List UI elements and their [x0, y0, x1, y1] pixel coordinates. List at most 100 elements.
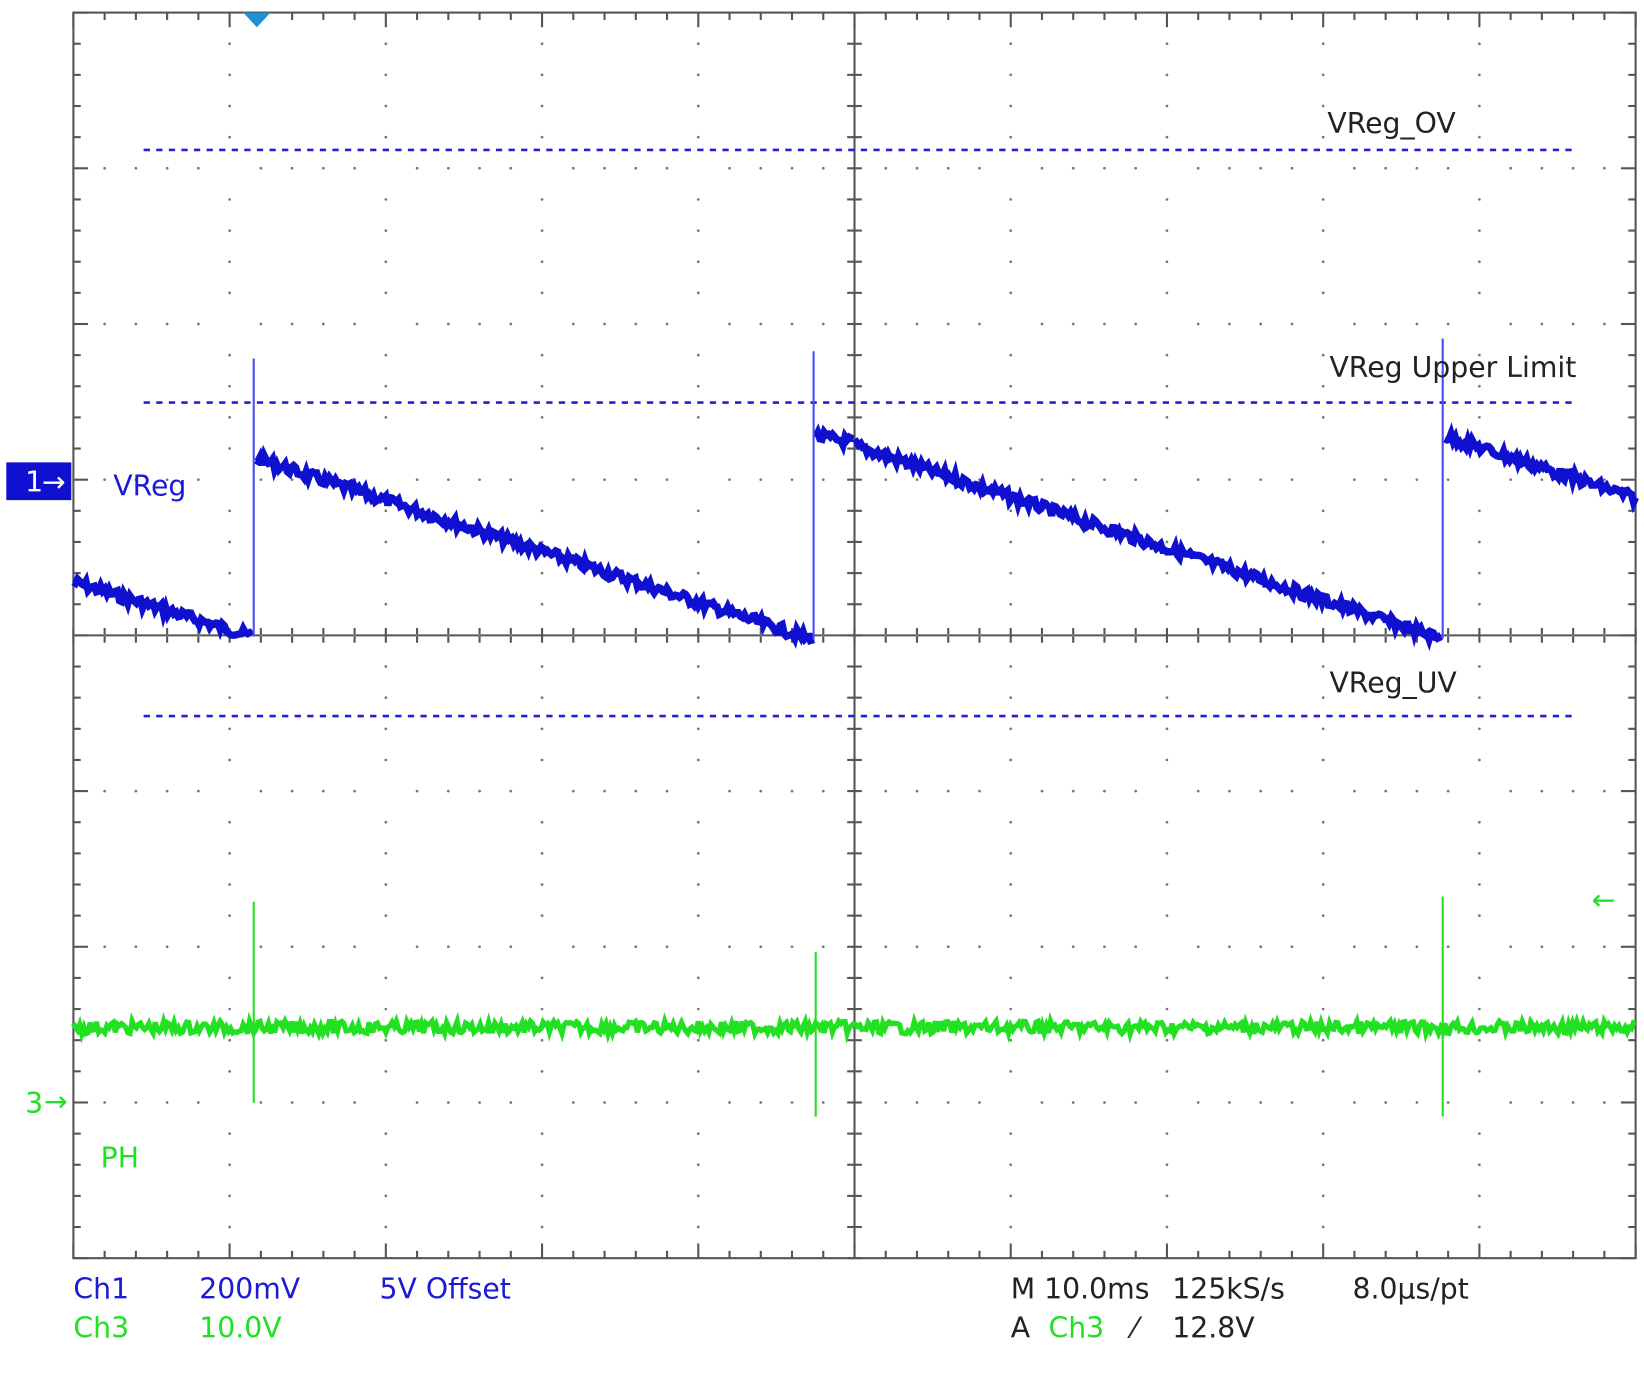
dot [821, 478, 825, 482]
dot [665, 322, 669, 326]
dot [1478, 727, 1481, 731]
dot [1478, 820, 1481, 824]
dot [228, 976, 231, 980]
dot [134, 166, 138, 170]
dot [1571, 789, 1575, 793]
dot [1134, 322, 1138, 326]
dot [540, 135, 544, 139]
dot [1321, 229, 1325, 232]
dot [1603, 478, 1606, 482]
dot [540, 883, 544, 886]
dot [696, 914, 700, 918]
dot [509, 478, 513, 482]
dot [384, 447, 388, 450]
dot [1353, 1101, 1356, 1104]
dot [1103, 1101, 1106, 1104]
dot [478, 478, 481, 482]
dot [540, 1163, 544, 1167]
dot [1165, 1038, 1169, 1042]
dot [384, 1038, 388, 1042]
dot [728, 1101, 731, 1104]
dot [1259, 322, 1263, 326]
dot [759, 789, 763, 793]
dot [290, 166, 294, 170]
dot [1321, 914, 1325, 918]
dot [228, 104, 231, 108]
dot [1478, 540, 1481, 544]
dot [478, 166, 481, 170]
dot [696, 727, 700, 731]
dot [1384, 166, 1388, 170]
dot [728, 322, 731, 326]
dot [540, 416, 544, 419]
dot [696, 384, 700, 388]
dot [696, 571, 700, 575]
dot [1134, 634, 1138, 637]
dot [1009, 696, 1013, 700]
dot [1446, 322, 1450, 326]
dot [384, 353, 388, 357]
dot [1165, 42, 1169, 46]
vreg-trace [71, 571, 255, 641]
dot [1384, 1101, 1388, 1104]
dot [1228, 478, 1231, 482]
dot [1321, 727, 1325, 731]
dot [103, 322, 107, 326]
dot [228, 851, 231, 855]
dot [1103, 789, 1106, 793]
dot [290, 478, 294, 482]
dot [384, 727, 388, 731]
ch3-marker: 3 [25, 1087, 43, 1120]
dot [1259, 789, 1263, 793]
dot [228, 1007, 231, 1011]
dot [571, 1101, 575, 1104]
dot [1196, 322, 1200, 326]
dot [1603, 322, 1606, 326]
dot [665, 166, 669, 170]
vreg-trace [812, 423, 854, 457]
dot [1603, 945, 1606, 949]
dot [696, 104, 700, 108]
dot [1009, 851, 1013, 855]
dot [197, 789, 200, 793]
dot [321, 789, 325, 793]
ch1-offset: 5V Offset [380, 1273, 511, 1306]
dot [321, 1101, 325, 1104]
dot [165, 634, 169, 637]
dot [1571, 945, 1575, 949]
dot [1321, 665, 1325, 668]
dot [353, 1101, 356, 1104]
dot [259, 1101, 263, 1104]
dot [1103, 634, 1106, 637]
dot [884, 322, 888, 326]
dot [1384, 789, 1388, 793]
dot [1571, 1101, 1575, 1104]
dot [696, 291, 700, 295]
dot [540, 1194, 544, 1198]
dot [228, 73, 231, 77]
dot [1321, 1038, 1325, 1042]
dot [509, 945, 513, 949]
dot [540, 353, 544, 357]
dot [384, 976, 388, 980]
dot [415, 322, 419, 326]
dot [915, 166, 919, 170]
dot [915, 1101, 919, 1104]
dot [1384, 945, 1388, 949]
dot [603, 789, 606, 793]
dot [228, 820, 231, 824]
horizontal-scale: M 10.0ms [1011, 1273, 1150, 1306]
dot [728, 478, 731, 482]
dot [259, 634, 263, 637]
dot [571, 322, 575, 326]
dot [1509, 634, 1512, 637]
dot [165, 166, 169, 170]
dot [696, 1194, 700, 1198]
dot [1165, 416, 1169, 419]
dot [1415, 789, 1419, 793]
dot [384, 135, 388, 139]
dot [1290, 1101, 1294, 1104]
dot [540, 665, 544, 668]
dot [384, 291, 388, 295]
dot [228, 260, 231, 264]
